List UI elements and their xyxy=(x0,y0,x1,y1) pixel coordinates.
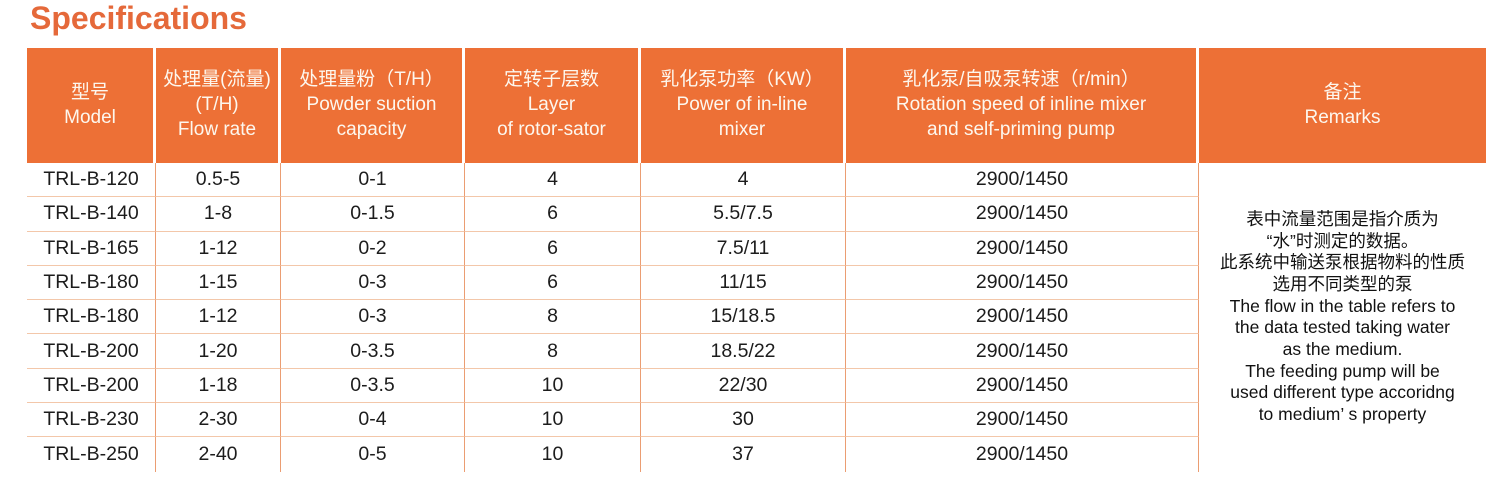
cell-flow-rate-row-3: 1-12 xyxy=(156,231,281,266)
cell-rotation-speed-row-2: 2900/1450 xyxy=(846,197,1199,232)
cell-rotor-layers-row-5: 8 xyxy=(465,300,641,335)
cell-rotation-speed-row-7: 2900/1450 xyxy=(846,368,1199,404)
cell-mixer-power-row-1: 4 xyxy=(641,163,846,198)
cell-mixer-power-row-7: 22/30 xyxy=(641,368,846,404)
cell-mixer-power-row-4: 11/15 xyxy=(641,265,846,301)
cell-rotation-speed-row-1: 2900/1450 xyxy=(846,163,1199,198)
header-rotation-speed: 乳化泵/自吸泵转速（r/min） Rotation speed of inline… xyxy=(846,48,1199,163)
cell-powder-capacity-row-5: 0-3 xyxy=(281,300,465,335)
cell-rotor-layers-row-4: 6 xyxy=(465,265,641,301)
cell-mixer-power-row-9: 37 xyxy=(641,437,846,472)
header-model: 型号 Model xyxy=(27,48,156,163)
cell-powder-capacity-row-3: 0-2 xyxy=(281,231,465,266)
cell-powder-capacity-row-1: 0-1 xyxy=(281,163,465,198)
cell-flow-rate-row-2: 1-8 xyxy=(156,197,281,232)
cell-mixer-power-row-6: 18.5/22 xyxy=(641,334,846,369)
spec-table: 型号 Model 处理量(流量) (T/H) Flow rate 处理量粉（T/H） Pow… xyxy=(27,48,1486,472)
cell-rotor-layers-row-6: 8 xyxy=(465,334,641,369)
header-rotor-layers: 定转子层数 Layer of rotor-sator xyxy=(465,48,641,163)
cell-flow-rate-row-9: 2-40 xyxy=(156,437,281,472)
cell-mixer-power-row-8: 30 xyxy=(641,403,846,438)
cell-model-row-4: TRL-B-180 xyxy=(27,265,156,301)
remarks-cell: 表中流量范围是指介质为 “水”时测定的数据。 此系统中输送泵根据物料的性质 选用不同类… xyxy=(1220,208,1465,425)
cell-rotor-layers-row-7: 10 xyxy=(465,368,641,404)
cell-rotation-speed-row-4: 2900/1450 xyxy=(846,265,1199,301)
cell-model-row-3: TRL-B-165 xyxy=(27,231,156,266)
cell-rotor-layers-row-3: 6 xyxy=(465,231,641,266)
header-mixer-power: 乳化泵功率（KW） Power of in-line mixer xyxy=(641,48,846,163)
cell-flow-rate-row-4: 1-15 xyxy=(156,265,281,301)
cell-rotation-speed-row-5: 2900/1450 xyxy=(846,300,1199,335)
cell-mixer-power-row-2: 5.5/7.5 xyxy=(641,197,846,232)
cell-powder-capacity-row-4: 0-3 xyxy=(281,265,465,301)
cell-mixer-power-row-3: 7.5/11 xyxy=(641,231,846,266)
cell-model-row-7: TRL-B-200 xyxy=(27,368,156,404)
cell-mixer-power-row-5: 15/18.5 xyxy=(641,300,846,335)
header-flow-rate: 处理量(流量) (T/H) Flow rate xyxy=(156,48,281,163)
cell-powder-capacity-row-6: 0-3.5 xyxy=(281,334,465,369)
cell-model-row-2: TRL-B-140 xyxy=(27,197,156,232)
header-remarks: 备注 Remarks xyxy=(1199,48,1486,163)
cell-rotation-speed-row-3: 2900/1450 xyxy=(846,231,1199,266)
cell-rotation-speed-row-9: 2900/1450 xyxy=(846,437,1199,472)
cell-rotor-layers-row-2: 6 xyxy=(465,197,641,232)
cell-powder-capacity-row-9: 0-5 xyxy=(281,437,465,472)
page-title: Specifications xyxy=(30,0,247,36)
cell-flow-rate-row-6: 1-20 xyxy=(156,334,281,369)
cell-powder-capacity-row-2: 0-1.5 xyxy=(281,197,465,232)
cell-rotation-speed-row-8: 2900/1450 xyxy=(846,403,1199,438)
cell-flow-rate-row-1: 0.5-5 xyxy=(156,163,281,198)
cell-model-row-6: TRL-B-200 xyxy=(27,334,156,369)
cell-flow-rate-row-7: 1-18 xyxy=(156,368,281,404)
cell-model-row-1: TRL-B-120 xyxy=(27,163,156,198)
cell-powder-capacity-row-8: 0-4 xyxy=(281,403,465,438)
cell-powder-capacity-row-7: 0-3.5 xyxy=(281,368,465,404)
cell-rotation-speed-row-6: 2900/1450 xyxy=(846,334,1199,369)
cell-model-row-9: TRL-B-250 xyxy=(27,437,156,472)
cell-model-row-5: TRL-B-180 xyxy=(27,300,156,335)
header-powder-capacity: 处理量粉（T/H） Powder suction capacity xyxy=(281,48,465,163)
cell-flow-rate-row-8: 2-30 xyxy=(156,403,281,438)
cell-rotor-layers-row-8: 10 xyxy=(465,403,641,438)
cell-model-row-8: TRL-B-230 xyxy=(27,403,156,438)
cell-rotor-layers-row-9: 10 xyxy=(465,437,641,472)
cell-flow-rate-row-5: 1-12 xyxy=(156,300,281,335)
cell-rotor-layers-row-1: 4 xyxy=(465,163,641,198)
